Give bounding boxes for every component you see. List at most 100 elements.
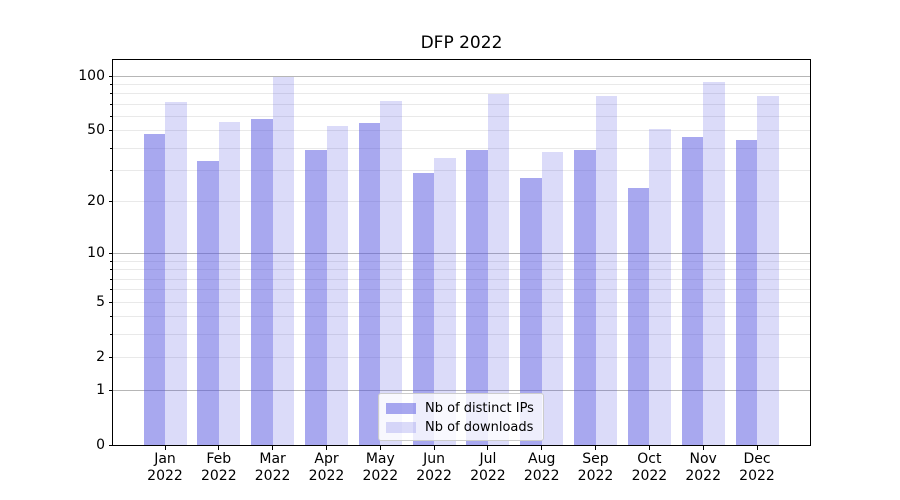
bar-nb-of-distinct-ips-mar-2022 bbox=[251, 118, 273, 445]
x-tick-mark-mar-2022 bbox=[272, 446, 274, 450]
legend: Nb of distinct IPs Nb of downloads bbox=[378, 393, 544, 441]
x-tick-label-jul-2022: Jul 2022 bbox=[453, 451, 523, 485]
bar-nb-of-downloads-aug-2022 bbox=[541, 151, 564, 445]
bar-nb-of-distinct-ips-sep-2022 bbox=[574, 149, 596, 445]
y-minor-tick-mark-90 bbox=[110, 84, 112, 86]
x-tick-mark-dec-2022 bbox=[756, 446, 758, 450]
x-tick-month: May bbox=[365, 451, 395, 467]
y-minor-tick-mark-8 bbox=[110, 269, 112, 271]
bar-nb-of-downloads-sep-2022 bbox=[595, 96, 617, 445]
y-tick-label-2: 2 bbox=[96, 349, 105, 366]
x-tick-year: 2022 bbox=[254, 468, 291, 484]
x-tick-month: Jan bbox=[154, 451, 176, 467]
y-minor-tick-mark-30 bbox=[110, 170, 112, 172]
y-minor-tick-mark-60 bbox=[110, 116, 112, 118]
y-tick-mark-2 bbox=[108, 357, 112, 359]
y-tick-mark-5 bbox=[108, 301, 112, 303]
gridline-y-5 bbox=[113, 301, 810, 303]
bar-nb-of-downloads-oct-2022 bbox=[649, 128, 671, 445]
y-tick-mark-10 bbox=[108, 253, 112, 255]
x-tick-mark-jan-2022 bbox=[164, 446, 166, 450]
y-tick-mark-1 bbox=[108, 389, 112, 391]
gridline-y-1 bbox=[113, 389, 810, 391]
y-tick-label-100: 100 bbox=[78, 67, 105, 84]
x-tick-year: 2022 bbox=[631, 468, 668, 484]
gridline-y-60 bbox=[113, 116, 810, 118]
x-tick-label-feb-2022: Feb 2022 bbox=[184, 451, 254, 485]
gridline-y-50 bbox=[113, 130, 810, 132]
x-tick-mark-feb-2022 bbox=[218, 446, 220, 450]
x-tick-year: 2022 bbox=[416, 468, 452, 484]
x-tick-year: 2022 bbox=[200, 468, 237, 484]
x-tick-mark-jun-2022 bbox=[433, 446, 435, 450]
x-tick-mark-jul-2022 bbox=[487, 446, 489, 450]
y-minor-tick-mark-80 bbox=[110, 93, 112, 95]
x-tick-mark-nov-2022 bbox=[702, 446, 704, 450]
bars-layer bbox=[113, 60, 810, 445]
gridline-y-4 bbox=[113, 316, 810, 318]
bar-nb-of-distinct-ips-dec-2022 bbox=[735, 140, 757, 445]
y-minor-tick-mark-40 bbox=[110, 147, 112, 149]
x-tick-month: Apr bbox=[314, 451, 339, 467]
y-minor-tick-mark-70 bbox=[110, 104, 112, 105]
y-minor-tick-mark-6 bbox=[110, 289, 112, 291]
bar-nb-of-downloads-nov-2022 bbox=[703, 82, 725, 445]
bar-nb-of-downloads-apr-2022 bbox=[326, 125, 348, 445]
gridline-y-20 bbox=[113, 201, 810, 203]
gridline-y-7 bbox=[113, 278, 810, 280]
gridline-y-6 bbox=[113, 289, 810, 291]
x-tick-mark-apr-2022 bbox=[326, 446, 327, 450]
gridline-y-2 bbox=[113, 357, 810, 359]
x-tick-label-aug-2022: Aug 2022 bbox=[507, 451, 577, 485]
gridline-y-30 bbox=[113, 170, 810, 172]
bar-nb-of-distinct-ips-oct-2022 bbox=[627, 187, 650, 445]
x-tick-year: 2022 bbox=[362, 468, 399, 484]
legend-item-downloads: Nb of downloads bbox=[386, 419, 536, 435]
bar-nb-of-downloads-dec-2022 bbox=[757, 96, 779, 445]
x-tick-month: Aug bbox=[528, 451, 556, 467]
x-tick-mark-oct-2022 bbox=[648, 446, 650, 450]
gridline-y-8 bbox=[113, 269, 810, 271]
gridline-y-100 bbox=[113, 75, 810, 77]
bar-nb-of-distinct-ips-aug-2022 bbox=[520, 178, 542, 445]
y-tick-mark-0 bbox=[108, 445, 112, 446]
legend-item-distinct-ips: Nb of distinct IPs bbox=[386, 400, 536, 416]
x-tick-year: 2022 bbox=[685, 468, 721, 484]
x-tick-label-apr-2022: Apr 2022 bbox=[292, 451, 362, 485]
x-tick-year: 2022 bbox=[470, 468, 506, 484]
y-tick-label-1: 1 bbox=[96, 381, 105, 398]
x-tick-month: Mar bbox=[259, 451, 286, 467]
y-tick-label-5: 5 bbox=[96, 293, 105, 310]
x-tick-month: Dec bbox=[743, 451, 771, 467]
gridline-y-80 bbox=[113, 93, 810, 95]
plot-area: Nb of distinct IPs Nb of downloads bbox=[112, 59, 811, 446]
x-tick-year: 2022 bbox=[523, 468, 560, 484]
y-minor-tick-mark-3 bbox=[110, 334, 112, 336]
gridline-y-3 bbox=[113, 334, 810, 336]
bar-nb-of-downloads-jun-2022 bbox=[434, 158, 456, 445]
y-tick-mark-50 bbox=[108, 130, 112, 132]
y-tick-label-0: 0 bbox=[96, 437, 105, 453]
x-tick-month: Oct bbox=[637, 451, 662, 467]
x-tick-year: 2022 bbox=[147, 468, 183, 484]
x-tick-mark-sep-2022 bbox=[595, 446, 596, 450]
gridline-y-90 bbox=[113, 84, 810, 86]
x-tick-mark-may-2022 bbox=[379, 446, 381, 450]
x-tick-label-sep-2022: Sep 2022 bbox=[561, 451, 631, 485]
chart-title: DFP 2022 bbox=[420, 33, 503, 53]
x-tick-label-jun-2022: Jun 2022 bbox=[399, 451, 469, 485]
y-minor-tick-mark-9 bbox=[110, 260, 112, 262]
bar-nb-of-distinct-ips-nov-2022 bbox=[681, 137, 704, 445]
bar-nb-of-downloads-jan-2022 bbox=[165, 101, 187, 445]
x-tick-label-nov-2022: Nov 2022 bbox=[668, 451, 738, 485]
bar-nb-of-distinct-ips-jul-2022 bbox=[466, 149, 488, 445]
gridlines-layer bbox=[113, 60, 810, 445]
bar-nb-of-distinct-ips-jun-2022 bbox=[412, 172, 435, 445]
gridline-y-70 bbox=[113, 104, 810, 105]
y-tick-mark-100 bbox=[108, 75, 112, 77]
gridline-y-9 bbox=[113, 260, 810, 262]
bar-nb-of-distinct-ips-may-2022 bbox=[358, 123, 381, 445]
y-minor-tick-mark-4 bbox=[110, 316, 112, 318]
